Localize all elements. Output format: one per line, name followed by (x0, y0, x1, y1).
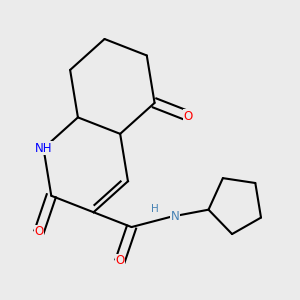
Text: O: O (116, 254, 124, 268)
Text: N: N (171, 210, 180, 223)
Text: O: O (34, 226, 43, 238)
Text: NH: NH (35, 142, 52, 155)
Text: O: O (184, 110, 193, 123)
Text: H: H (151, 204, 158, 214)
